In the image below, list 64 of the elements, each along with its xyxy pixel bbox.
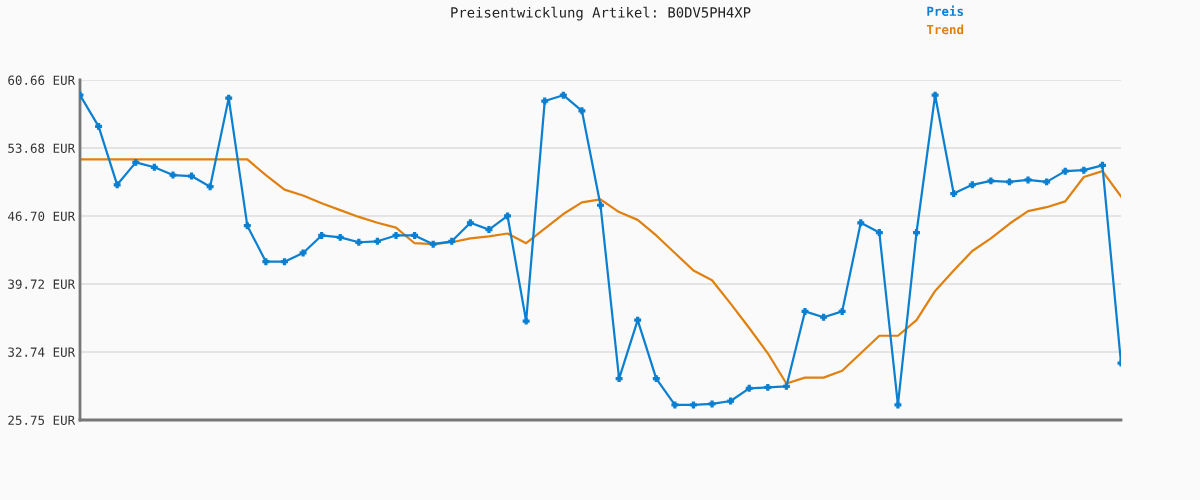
point — [689, 401, 697, 409]
point — [1080, 166, 1088, 174]
point — [522, 317, 530, 325]
y-tick-label: 39.72 EUR — [8, 279, 76, 289]
point — [838, 307, 846, 315]
point — [541, 97, 549, 105]
point — [243, 222, 251, 230]
point — [466, 219, 474, 227]
point — [968, 181, 976, 189]
point — [411, 231, 419, 239]
point — [578, 107, 586, 115]
point — [1098, 161, 1106, 169]
point — [987, 177, 995, 185]
y-tick-label: 60.66 EUR — [8, 75, 76, 85]
y-tick-label: 46.70 EUR — [8, 211, 76, 221]
point — [336, 233, 344, 241]
point — [169, 171, 177, 179]
text: Preis — [927, 5, 963, 16]
point — [299, 249, 307, 257]
point — [188, 172, 196, 180]
y-tick-label: 25.75 EUR — [8, 415, 76, 425]
point — [448, 237, 456, 245]
point — [1043, 178, 1051, 186]
point — [429, 240, 437, 248]
point — [745, 384, 753, 392]
point — [597, 201, 604, 209]
point — [559, 91, 567, 99]
point — [225, 94, 233, 102]
point — [281, 258, 288, 266]
point — [894, 401, 902, 409]
point — [615, 375, 623, 383]
point — [857, 219, 865, 227]
point — [355, 238, 363, 246]
point — [931, 91, 939, 99]
point — [206, 183, 214, 191]
point — [318, 231, 326, 239]
point — [262, 258, 270, 266]
point — [782, 382, 790, 390]
chart-title: Preisentwicklung Artikel: B0DV5PH4XP — [451, 6, 751, 21]
point — [875, 229, 883, 236]
point — [950, 190, 958, 198]
point — [113, 181, 121, 189]
point — [150, 163, 158, 171]
point — [727, 397, 735, 405]
y-tick-label: 32.74 EUR — [8, 347, 76, 357]
point — [132, 158, 140, 166]
y-tick-label: 53.68 EUR — [8, 143, 76, 153]
point — [671, 401, 679, 409]
point — [504, 212, 512, 220]
point — [1024, 176, 1032, 184]
point — [1061, 167, 1069, 175]
point — [392, 231, 400, 239]
text: Trend — [926, 24, 964, 35]
point — [764, 383, 772, 391]
point — [1005, 178, 1013, 186]
point — [634, 316, 642, 324]
point — [708, 400, 716, 408]
point — [801, 307, 809, 315]
point — [913, 229, 920, 236]
point — [820, 313, 828, 321]
point — [485, 226, 493, 234]
point — [373, 237, 381, 245]
point — [95, 122, 103, 130]
point — [652, 375, 660, 383]
